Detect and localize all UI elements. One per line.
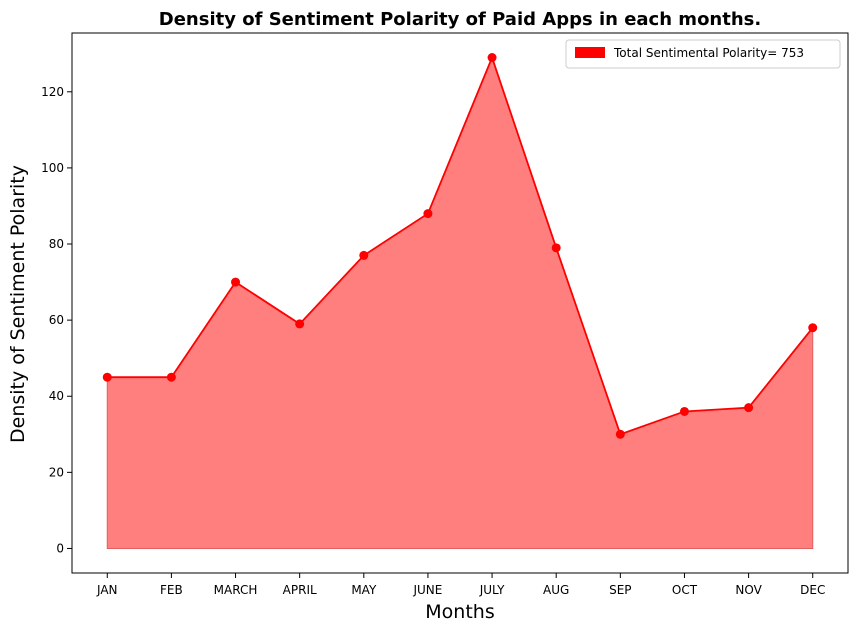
- x-tick-label: JUNE: [412, 583, 442, 597]
- data-point-april: [295, 319, 305, 329]
- y-tick-label: 60: [49, 313, 64, 327]
- data-point-march: [231, 277, 241, 287]
- y-axis: 0 20 40 60 80 100 120: [41, 85, 72, 555]
- x-tick-label: JAN: [96, 583, 118, 597]
- legend-label: Total Sentimental Polarity= 753: [613, 46, 804, 60]
- x-axis-label: Months: [425, 601, 494, 623]
- y-tick-label: 120: [41, 85, 64, 99]
- plot-frame: [71, 32, 849, 574]
- x-tick-label: DEC: [800, 583, 825, 597]
- x-axis: JAN FEB MARCH APRIL MAY JUNE JULY AUG SEP OCT NOV D…: [96, 573, 825, 597]
- y-tick-label: 80: [49, 237, 64, 251]
- x-tick-label: NOV: [735, 583, 762, 597]
- legend: Total Sentimental Polarity= 753: [565, 39, 841, 69]
- y-tick-label: 100: [41, 161, 64, 175]
- legend-color-patch: [575, 47, 605, 58]
- data-point-sep: [615, 429, 625, 439]
- x-tick-label: AUG: [543, 583, 569, 597]
- y-axis-label: Density of Sentiment Polarity: [7, 165, 29, 443]
- data-point-july: [487, 53, 497, 63]
- data-point-jan: [102, 372, 112, 382]
- x-tick-label: SEP: [609, 583, 631, 597]
- x-tick-label: APRIL: [283, 583, 317, 597]
- y-tick-label: 0: [56, 541, 64, 555]
- legend-box: [565, 39, 841, 69]
- y-tick-label: 40: [49, 389, 64, 403]
- data-point-aug: [551, 243, 561, 253]
- plot-area: [71, 32, 849, 574]
- data-point-nov: [744, 403, 754, 413]
- x-tick-label: OCT: [672, 583, 698, 597]
- y-tick-label: 20: [49, 465, 64, 479]
- data-point-oct: [679, 406, 689, 416]
- chart-title: Density of Sentiment Polarity of Paid Ap…: [159, 9, 761, 30]
- data-point-dec: [808, 323, 818, 333]
- data-point-may: [359, 250, 369, 260]
- x-tick-label: FEB: [160, 583, 183, 597]
- data-point-june: [423, 209, 433, 219]
- x-tick-label: MARCH: [214, 583, 258, 597]
- series-line: [107, 54, 814, 436]
- data-point-feb: [166, 372, 176, 382]
- x-tick-label: JULY: [479, 583, 505, 597]
- x-tick-label: MAY: [351, 583, 377, 597]
